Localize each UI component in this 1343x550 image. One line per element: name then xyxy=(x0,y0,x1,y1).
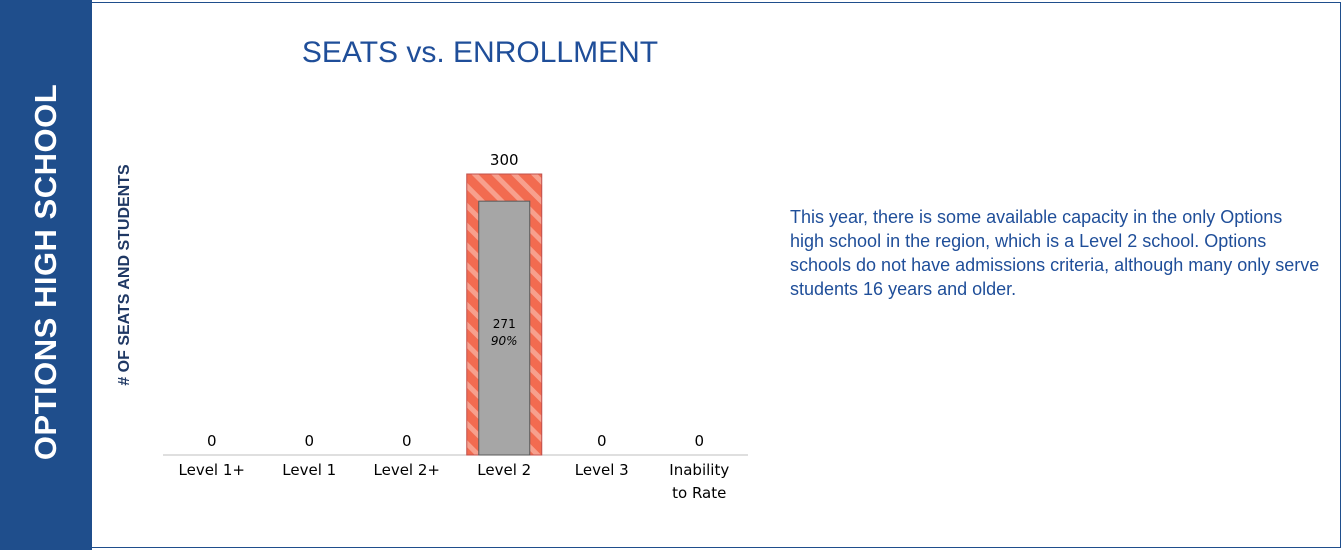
seats-label: 0 xyxy=(694,432,704,450)
description: This year, there is some available capac… xyxy=(790,207,1320,299)
enrollment-bar xyxy=(478,200,531,456)
x-tick-label: Level 1+ xyxy=(178,461,245,479)
x-tick-label: Level 1 xyxy=(282,461,337,479)
chart-title: SEATS vs. ENROLLMENT xyxy=(301,36,659,69)
seats-label: 0 xyxy=(207,432,217,450)
x-tick-label: Level 3 xyxy=(574,461,629,479)
seats-label: 300 xyxy=(490,151,519,169)
x-tick-label: Inability to Rate xyxy=(669,461,730,502)
x-tick-label: Level 2+ xyxy=(373,461,440,479)
x-tick-label: Level 2 xyxy=(477,461,532,479)
seats-label: 0 xyxy=(304,432,314,450)
seats-label: 0 xyxy=(402,432,412,450)
seats-label: 0 xyxy=(597,432,607,450)
side-band: OPTIONS HIGH SCHOOL xyxy=(0,0,92,550)
enrollment-label: 271 xyxy=(493,317,516,331)
enrollment-percent: 90% xyxy=(491,334,518,348)
frame xyxy=(92,2,1341,548)
